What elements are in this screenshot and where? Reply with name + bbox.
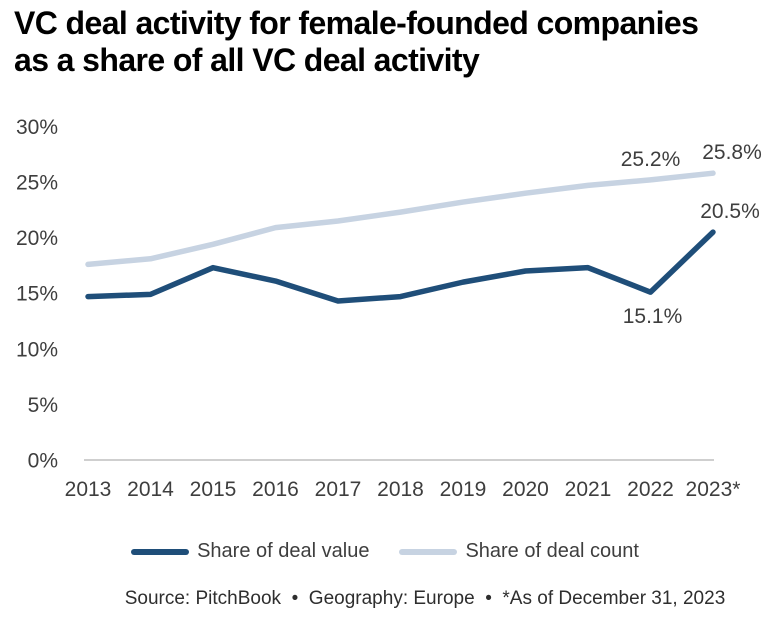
x-tick-label: 2022 [627,478,674,501]
chart-title-line2: as a share of all VC deal activity [14,42,480,78]
x-tick-label: 2020 [502,478,549,501]
x-tick-label: 2017 [315,478,362,501]
y-tick-label: 15% [16,283,58,306]
y-tick-label: 5% [28,394,58,417]
data-label: 20.5% [700,200,760,223]
deal-count-line [85,170,716,268]
y-tick-label: 0% [28,450,58,473]
source-note: Source: PitchBook • Geography: Europe • … [124,588,726,609]
y-tick-label: 10% [16,338,58,361]
chart-title: VC deal activity for female-founded comp… [14,5,762,79]
deal-value-line-swatch [131,548,190,555]
x-tick-label: 2018 [377,478,424,501]
x-tick-label: 2015 [190,478,237,501]
x-tick-label: 2016 [252,478,299,501]
x-tick-label: 2019 [440,478,487,501]
legend-label-deal-value: Share of deal value [197,540,370,562]
deal-value-line [85,229,716,304]
x-tick-label: 2023* [686,478,741,501]
deal-count-line-swatch [399,548,458,555]
legend-label-deal-count: Share of deal count [465,540,639,562]
line-chart: 0% 5% 10% 15% 20% 25% 30% 2013 2014 2015 2016 2017 2… [16,116,762,501]
y-tick-label: 25% [16,172,58,195]
data-label: 25.8% [702,141,762,164]
x-tick-label: 2013 [65,478,112,501]
data-label: 15.1% [623,305,683,328]
x-tick-label: 2021 [565,478,612,501]
legend-item-deal-count: Share of deal count [399,540,639,563]
legend-item-deal-value: Share of deal value [131,540,369,563]
x-tick-label: 2014 [127,478,174,501]
chart-title-line1: VC deal activity for female-founded comp… [14,5,699,41]
data-label: 25.2% [621,148,681,171]
legend: Share of deal value Share of deal count [0,540,770,563]
y-tick-label: 30% [16,116,58,139]
y-tick-label: 20% [16,227,58,250]
